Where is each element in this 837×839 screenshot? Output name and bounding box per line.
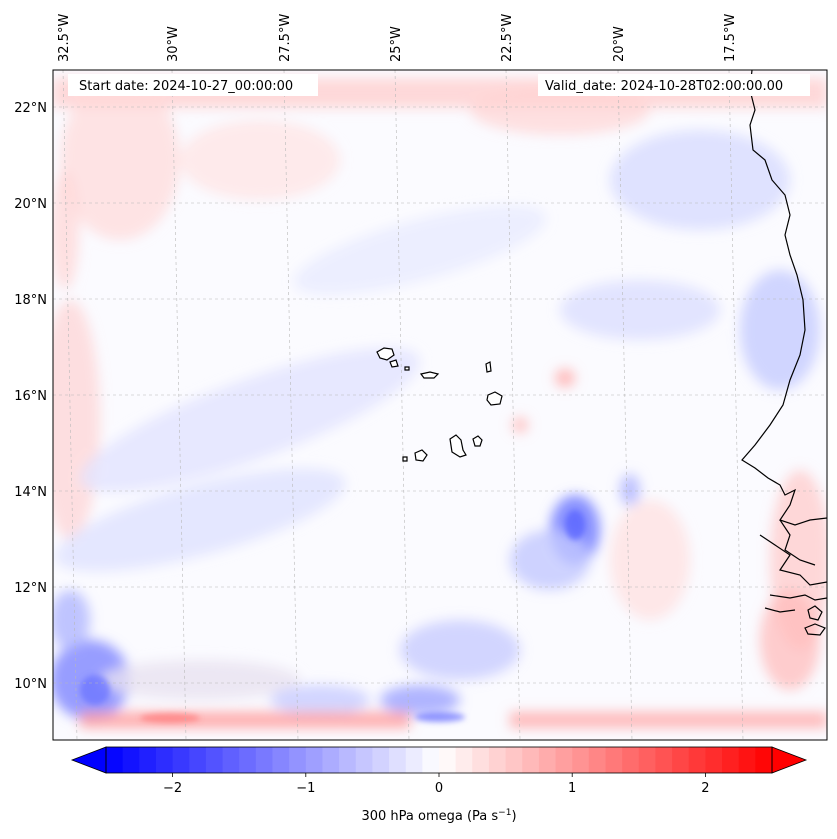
start-date-box: [68, 74, 318, 96]
colorbar-step: [439, 747, 457, 773]
colorbar-low-extend: [70, 746, 107, 774]
lon-gridline: [728, 70, 744, 740]
colorbar-tick-label: −2: [163, 781, 182, 796]
lon-gridline: [505, 70, 521, 740]
colorbar-step: [572, 747, 590, 773]
colorbar-steps: [106, 747, 773, 773]
lon-gridline: [283, 70, 299, 740]
lon-label-30w: 30°W: [166, 26, 181, 62]
colorbar-step: [605, 747, 623, 773]
colorbar-step: [205, 747, 224, 773]
lat-label-22n: 22°N: [14, 101, 47, 116]
colorbar-tick-label: 1: [568, 781, 576, 796]
lat-label-10n: 10°N: [14, 677, 47, 692]
colorbar-step: [688, 747, 706, 773]
lon-gridline: [394, 70, 410, 740]
colorbar-step: [638, 747, 656, 773]
lon-gridline: [62, 70, 78, 740]
gridlines: [53, 70, 827, 740]
colorbar-step: [172, 747, 190, 773]
coastline-africa: [741, 70, 827, 636]
colorbar-step: [155, 747, 174, 773]
colorbar-tick-label: −1: [296, 781, 315, 796]
colorbar-high-extend: [771, 746, 808, 774]
colorbar-step: [372, 747, 390, 773]
colorbar-tick-label: 2: [701, 781, 709, 796]
colorbar-step: [322, 747, 340, 773]
omega-field-detail: [80, 510, 585, 723]
colorbar-step: [189, 747, 207, 773]
colorbar-step: [122, 747, 140, 773]
lat-label-12n: 12°N: [14, 581, 47, 596]
valid-date-label: Valid_date: 2024-10-28T02:00:00.00: [545, 79, 783, 94]
colorbar-step: [139, 747, 157, 773]
colorbar-step: [622, 747, 640, 773]
colorbar-tick-label: 0: [435, 781, 443, 796]
cape-verde-islands: [376, 347, 503, 462]
lat-label-14n: 14°N: [14, 485, 47, 500]
colorbar-step: [522, 747, 540, 773]
colorbar-step: [389, 747, 407, 773]
lon-label-17-5w: 17.5°W: [723, 14, 738, 62]
colorbar-step: [272, 747, 290, 773]
colorbar-step: [239, 747, 257, 773]
colorbar-step: [222, 747, 240, 773]
lon-label-25w: 25°W: [389, 26, 404, 62]
lon-label-32-5w: 32.5°W: [57, 14, 72, 62]
colorbar-step: [355, 747, 373, 773]
colorbar-step: [588, 747, 606, 773]
lon-gridline: [171, 70, 187, 740]
lat-label-20n: 20°N: [14, 197, 47, 212]
lon-label-27-5w: 27.5°W: [278, 14, 293, 62]
colorbar-step: [755, 747, 773, 773]
colorbar-step: [339, 747, 357, 773]
map-frame: [52, 69, 828, 741]
colorbar-step: [405, 747, 423, 773]
lon-labels: 32.5°W 30°W 27.5°W 25°W 22.5°W 20°W 17.5…: [57, 14, 738, 62]
colorbar-step: [422, 747, 440, 773]
colorbar-step: [455, 747, 473, 773]
colorbar: −2 −1 0 1 2 300 hPa omega (Pa s−1): [70, 746, 808, 824]
colorbar-step: [738, 747, 756, 773]
colorbar-step: [289, 747, 307, 773]
colorbar-step: [472, 747, 490, 773]
lon-label-22-5w: 22.5°W: [500, 14, 515, 62]
colorbar-step: [106, 747, 124, 773]
lon-gridline: [617, 70, 633, 740]
colorbar-step: [488, 747, 507, 773]
lat-label-16n: 16°N: [14, 389, 47, 404]
colorbar-step: [722, 747, 740, 773]
colorbar-step: [255, 747, 273, 773]
colorbar-step: [672, 747, 690, 773]
map-panel: Start date: 2024-10-27_00:00:00 Valid_da…: [53, 70, 827, 740]
colorbar-step: [305, 747, 323, 773]
colorbar-step: [505, 747, 523, 773]
start-date-label: Start date: 2024-10-27_00:00:00: [79, 79, 293, 94]
colorbar-ticks: −2 −1 0 1 2: [163, 773, 710, 796]
lat-labels: 22°N 20°N 18°N 16°N 14°N 12°N 10°N: [14, 101, 47, 692]
lat-label-18n: 18°N: [14, 293, 47, 308]
lon-label-20w: 20°W: [612, 26, 627, 62]
colorbar-step: [655, 747, 673, 773]
colorbar-label: 300 hPa omega (Pa s−1): [361, 808, 516, 824]
colorbar-step: [538, 747, 557, 773]
colorbar-step: [705, 747, 723, 773]
colorbar-step: [555, 747, 573, 773]
valid-date-box: [538, 74, 810, 96]
